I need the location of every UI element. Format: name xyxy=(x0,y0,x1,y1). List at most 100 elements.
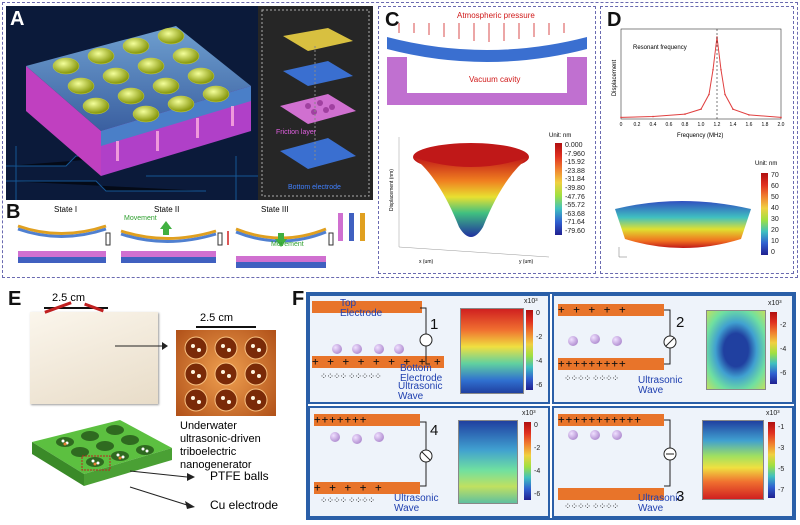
ptfe-ball xyxy=(352,344,362,354)
bottom-electrode-2: +++++++++ xyxy=(558,358,664,370)
friction-layer-label: Friction layer xyxy=(276,129,317,136)
d-plot-frame xyxy=(620,28,782,120)
d-tick: 60 xyxy=(771,183,779,190)
d-colorbar-ticks: 70 60 50 40 30 20 10 0 xyxy=(771,172,779,256)
bottom-electrode-label: Bottom electrode xyxy=(288,184,341,191)
resonance-point xyxy=(708,93,710,96)
colorbar-1-ticks: 0 -2 -4 -6 xyxy=(536,310,542,389)
cavity-and-bowl xyxy=(387,23,587,258)
resonance-chart: 0 0.2 0.4 0.6 0.8 1.0 1.2 1.4 1.6 1.8 2.0 xyxy=(620,28,785,128)
colorbar-1 xyxy=(526,310,533,390)
pressure-label: Atmospheric pressure xyxy=(457,11,535,20)
d-xtick-label: 1.8 xyxy=(762,122,769,128)
d-tick: 0 xyxy=(771,249,775,256)
panel-e-letter: E xyxy=(8,288,22,310)
panel-f-frame xyxy=(306,292,796,520)
panel-c-simulation: C Atmospheric pressure Vacuum cavity Uni… xyxy=(378,6,596,274)
ultrasonic-wave-label-4: Ultrasonic Wave xyxy=(394,493,439,514)
heatmap-1 xyxy=(460,308,524,394)
colorbar-4-ticks: 0 -2 -4 -6 xyxy=(534,422,540,498)
top-electrode-3: +++++++++++ xyxy=(558,414,664,426)
state-number-4: 4 xyxy=(430,422,439,439)
white-block-photo xyxy=(30,301,158,404)
state-2-label: State II xyxy=(154,205,180,214)
panel-d-letter: D xyxy=(607,9,622,31)
d-unit-label: Unit: nm xyxy=(755,161,778,167)
ptfe-ball xyxy=(332,344,342,354)
orange-device-photo xyxy=(176,330,276,416)
top-electrode-label: Top Electrode xyxy=(340,298,383,319)
resonance-point xyxy=(684,113,686,115)
multiplier-2: x10³ xyxy=(768,300,782,307)
d-xtick-label: 1.0 xyxy=(698,122,705,128)
resonance-point xyxy=(732,108,734,110)
cu-electrode-label: Cu electrode xyxy=(210,498,279,512)
ptfe-ball xyxy=(374,344,384,354)
top-electrode-4: +++++++ xyxy=(314,414,420,426)
c-colorbar xyxy=(555,143,562,235)
d-ylabel: Displacement xyxy=(612,59,619,97)
colorbar-3-ticks: -1 -3 -5 -7 xyxy=(778,424,784,494)
d-xtick-label: 0.2 xyxy=(634,122,641,128)
c-tick: -63.68 xyxy=(565,210,585,218)
f4-tick: -6 xyxy=(534,491,541,498)
c-ylabel: Displacement (nm) xyxy=(388,169,395,211)
d-tick: 10 xyxy=(771,238,779,245)
e-caption-text: Underwater ultrasonic-driven triboelectr… xyxy=(180,420,261,471)
resonance-point xyxy=(620,116,622,119)
wave-dots: ⁘⁘⁘⁘ ⁘⁘⁘⁘ xyxy=(320,496,375,506)
d-tick: 30 xyxy=(771,216,779,223)
top-electrode-2: + + + + + xyxy=(558,304,664,316)
d-xtick-label: 0.4 xyxy=(650,122,657,128)
e-scale-label-1: 2.5 cm xyxy=(52,292,86,304)
resonant-frequency-label: Resonant frequency xyxy=(633,45,687,51)
c-tick: -23.88 xyxy=(565,167,585,175)
green-platform-diagram xyxy=(32,420,172,486)
f-quadrant-3: +++++++++++ ⁘⁘⁘⁘ ⁘⁘⁘⁘ Ultrasonic Wave 3 … xyxy=(552,406,794,518)
colorbar-4 xyxy=(524,422,531,500)
circuit-1 xyxy=(419,307,433,365)
ball-cells-grid xyxy=(184,336,268,412)
colorbar-2-ticks: -2 -4 -6 xyxy=(780,322,786,377)
c-tick: -7.960 xyxy=(565,150,585,158)
top-electrode-1 xyxy=(312,301,422,313)
d-xtick-label: 0.6 xyxy=(666,122,673,128)
circuit-3 xyxy=(663,419,677,487)
panel-f-letter: F xyxy=(292,288,305,310)
panel-b-states: B State I State II State III Movemen xyxy=(6,201,373,276)
ptfe-ball xyxy=(374,432,384,442)
f2-tick: -2 xyxy=(780,322,787,329)
bottom-electrode-label: Bottom Electrode xyxy=(400,363,443,384)
bottom-electrode-1: + + + + + + + + + + xyxy=(312,356,444,368)
c-tick: -15.92 xyxy=(565,159,585,167)
state-number-3: 3 xyxy=(676,488,685,505)
state-3-label: State III xyxy=(261,205,289,214)
ptfe-ball xyxy=(590,430,600,440)
colorbar-2 xyxy=(770,312,777,384)
d-xtick-label: 0.8 xyxy=(682,122,689,128)
c-xlabel: x (um) xyxy=(419,259,434,265)
circuit-4 xyxy=(419,421,433,487)
arrow-right-icon xyxy=(115,342,168,350)
ultrasonic-wave-label-3: Ultrasonic Wave xyxy=(638,493,683,514)
movement-label-2: Movement xyxy=(271,241,304,248)
c-unit-label: Unit: nm xyxy=(549,133,572,139)
d-tick: 70 xyxy=(771,172,779,179)
c-colorbar-ticks: 0.000 -7.960 -15.92 -23.88 -31.84 -39.80… xyxy=(565,142,585,235)
resonance-point xyxy=(780,116,782,119)
d-xtick-label: 1.6 xyxy=(746,122,753,128)
ptfe-ball xyxy=(590,334,600,344)
d-xlabel: Frequency (MHz) xyxy=(677,133,724,139)
resonance-point xyxy=(748,114,750,116)
c-tick: -47.76 xyxy=(565,193,585,201)
resonance-point xyxy=(724,93,726,96)
f1-tick: -6 xyxy=(536,382,543,389)
multiplier-1: x10³ xyxy=(524,298,538,305)
e-scale-label-2: 2.5 cm xyxy=(200,312,234,324)
ptfe-ball xyxy=(568,430,578,440)
panel-a-letter: A xyxy=(10,8,25,30)
resonance-point xyxy=(700,108,702,110)
d-xtick-label: 1.4 xyxy=(730,122,737,128)
circuit-2 xyxy=(663,309,677,365)
panel-d-frequency: D 0 0.2 0.4 0.6 0.8 1.0 1.2 1.4 1.6 1.8 2.0 Resona… xyxy=(600,6,794,274)
